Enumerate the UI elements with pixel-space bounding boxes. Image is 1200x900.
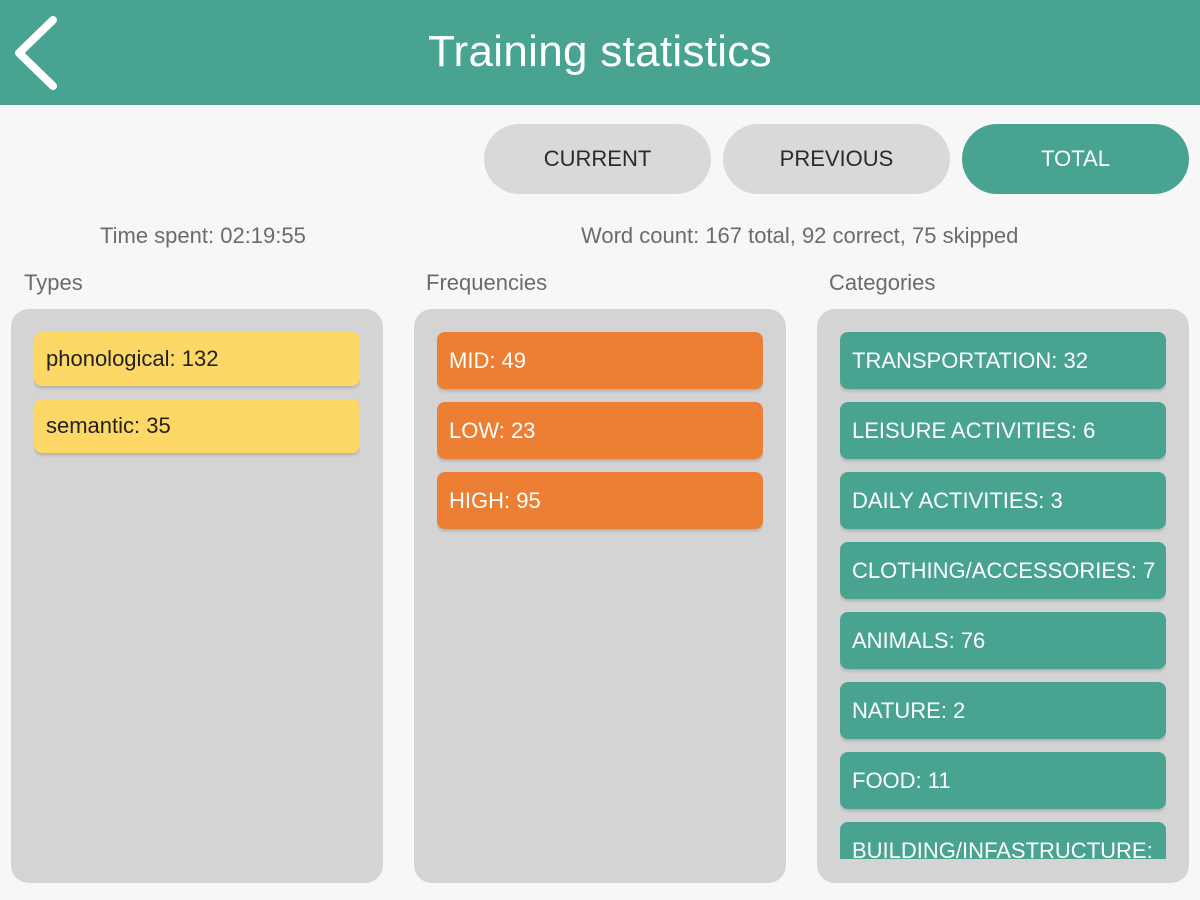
word-count-label: Word count: 167 total, 92 correct, 75 sk… xyxy=(581,223,1019,248)
category-chip[interactable]: NATURE: 2 xyxy=(840,682,1166,739)
tab-current[interactable]: CURRENT xyxy=(484,124,711,194)
category-chip[interactable]: BUILDING/INFASTRUCTURE: xyxy=(840,822,1166,859)
chevron-left-icon xyxy=(15,16,57,90)
type-chip[interactable]: phonological: 132 xyxy=(34,332,360,386)
category-chip[interactable]: TRANSPORTATION: 32 xyxy=(840,332,1166,389)
time-spent-label: Time spent: 02:19:55 xyxy=(100,223,306,248)
category-chip[interactable]: ANIMALS: 76 xyxy=(840,612,1166,669)
types-panel: phonological: 132 semantic: 35 xyxy=(11,309,383,883)
back-button[interactable] xyxy=(8,12,64,94)
frequencies-heading: Frequencies xyxy=(426,270,548,295)
type-chip[interactable]: semantic: 35 xyxy=(34,399,360,453)
categories-panel[interactable]: TRANSPORTATION: 32 LEISURE ACTIVITIES: 6 D… xyxy=(817,309,1189,883)
frequency-chip[interactable]: HIGH: 95 xyxy=(437,472,763,529)
types-heading: Types xyxy=(24,270,83,295)
app-bar: Training statistics xyxy=(0,0,1200,105)
categories-list[interactable]: TRANSPORTATION: 32 LEISURE ACTIVITIES: 6 D… xyxy=(840,332,1166,859)
frequency-chip[interactable]: MID: 49 xyxy=(437,332,763,389)
frequencies-list: MID: 49 LOW: 23 HIGH: 95 xyxy=(437,332,763,859)
category-chip[interactable]: CLOTHING/ACCESSORIES: 7 xyxy=(840,542,1166,599)
category-chip[interactable]: DAILY ACTIVITIES: 3 xyxy=(840,472,1166,529)
types-list: phonological: 132 semantic: 35 xyxy=(34,332,360,859)
categories-heading: Categories xyxy=(829,270,936,295)
category-chip[interactable]: LEISURE ACTIVITIES: 6 xyxy=(840,402,1166,459)
tab-total[interactable]: TOTAL xyxy=(962,124,1189,194)
frequency-chip[interactable]: LOW: 23 xyxy=(437,402,763,459)
period-tabs: CURRENT PREVIOUS TOTAL xyxy=(484,124,1189,194)
frequencies-panel: MID: 49 LOW: 23 HIGH: 95 xyxy=(414,309,786,883)
tab-previous[interactable]: PREVIOUS xyxy=(723,124,950,194)
category-chip[interactable]: FOOD: 11 xyxy=(840,752,1166,809)
page-title: Training statistics xyxy=(428,26,772,76)
